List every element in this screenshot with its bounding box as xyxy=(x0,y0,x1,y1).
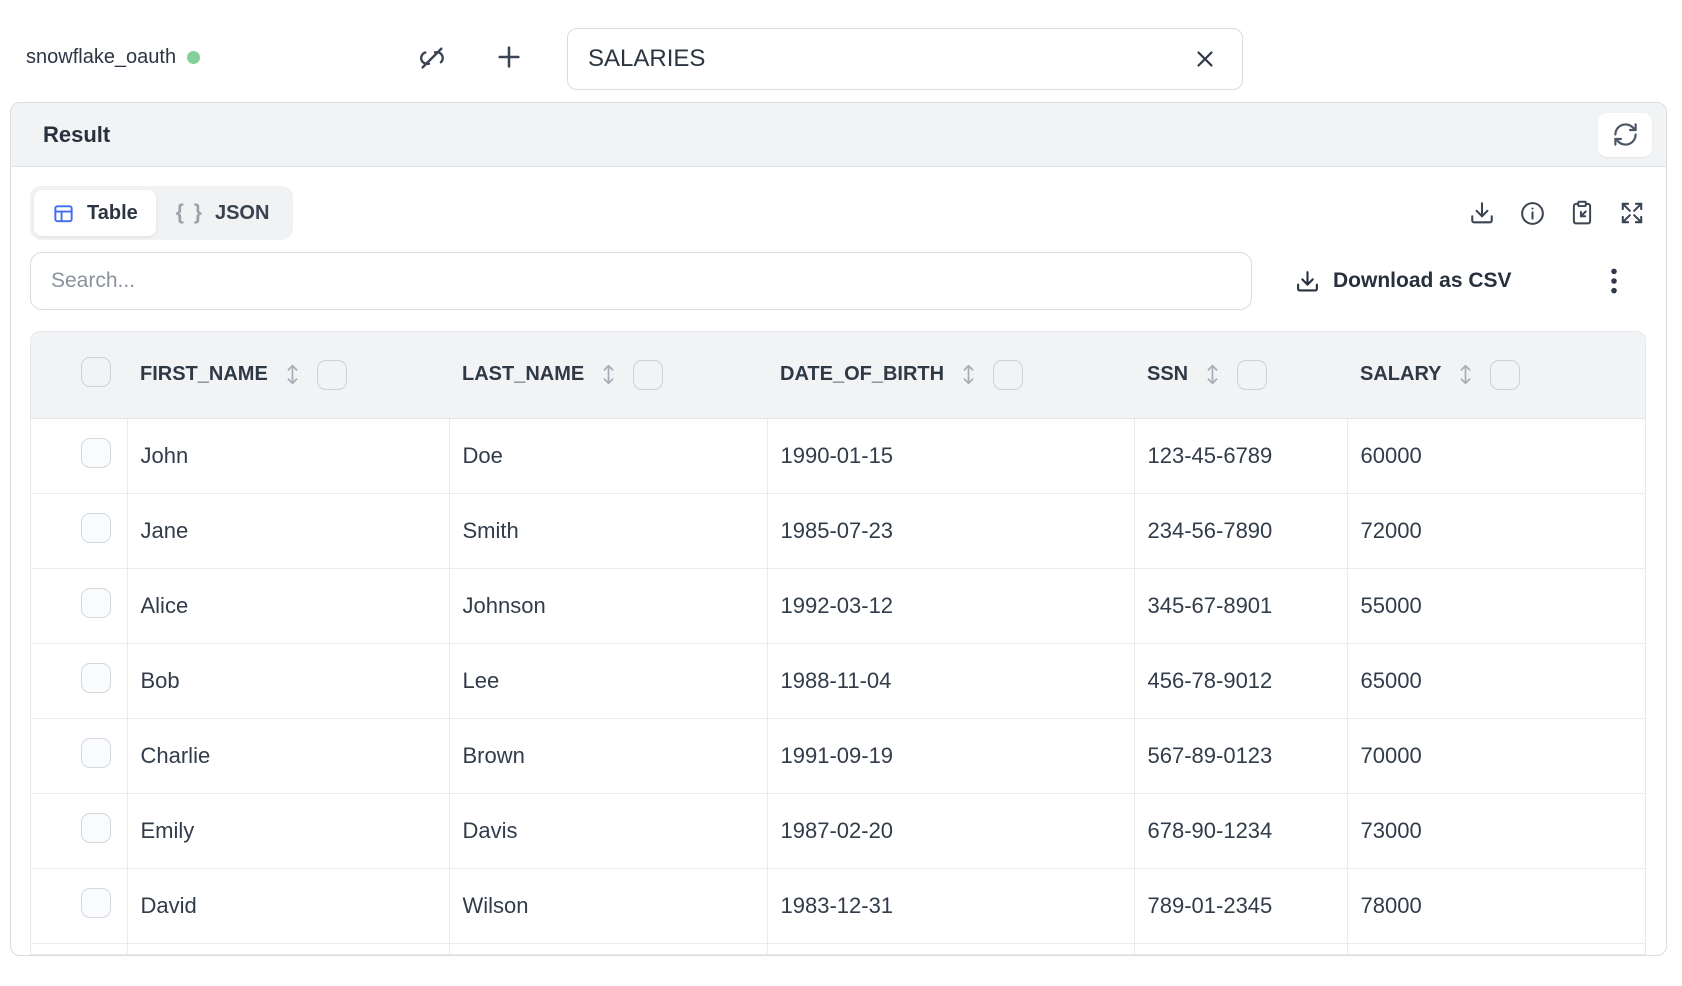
table-cell: Davis xyxy=(449,793,768,869)
table-cell: 70000 xyxy=(1347,718,1645,794)
row-select-checkbox[interactable] xyxy=(81,812,111,843)
download-csv-label: Download as CSV xyxy=(1333,269,1512,292)
table-row-partial xyxy=(31,943,1645,954)
x-icon[interactable] xyxy=(1190,44,1220,74)
refresh-icon xyxy=(1613,123,1637,146)
tab-json[interactable]: { } JSON xyxy=(156,190,290,236)
table-cell: 1985-07-23 xyxy=(767,493,1135,569)
select-all-checkbox[interactable] xyxy=(81,357,111,388)
column-header-date-of-birth: DATE_OF_BIRTH xyxy=(767,332,1134,419)
table-cell: Lee xyxy=(449,643,768,719)
column-select-checkbox[interactable] xyxy=(1237,359,1268,390)
table-cell: Johnson xyxy=(449,568,768,644)
table-cell: Emily xyxy=(127,793,450,869)
sort-icon[interactable] xyxy=(961,363,976,386)
table-row: John Doe 1990-01-15 123-45-6789 60000 xyxy=(31,418,1645,494)
table-cell: 567-89-0123 xyxy=(1134,718,1348,794)
column-header-salary: SALARY xyxy=(1347,332,1645,419)
table-cell: David xyxy=(127,868,450,944)
table-row: Alice Johnson 1992-03-12 345-67-8901 55000 xyxy=(31,568,1645,644)
table-cell: Alice xyxy=(127,568,450,644)
table-cell: Charlie xyxy=(127,718,450,794)
table-cell: 1983-12-31 xyxy=(767,868,1135,944)
sort-icon[interactable] xyxy=(285,363,300,386)
table-cell: Brown xyxy=(449,718,768,794)
table-cell: Wilson xyxy=(449,868,768,944)
panel-title: Result xyxy=(43,121,111,147)
table-cell: 1992-03-12 xyxy=(767,568,1135,644)
view-mode-tabs: Table { } JSON xyxy=(30,186,294,240)
row-select-checkbox[interactable] xyxy=(81,662,111,693)
row-select-checkbox[interactable] xyxy=(81,512,111,543)
info-icon[interactable] xyxy=(1518,199,1546,227)
results-table: FIRST_NAME LAST_NAME DATE_OF_BIRTH SSN xyxy=(31,332,1645,954)
column-select-checkbox[interactable] xyxy=(316,359,347,390)
row-select-checkbox[interactable] xyxy=(81,887,111,918)
table-row: Jane Smith 1985-07-23 234-56-7890 72000 xyxy=(31,493,1645,569)
tab-table-label: Table xyxy=(87,201,138,224)
table-grid-icon xyxy=(54,204,73,222)
row-select-checkbox[interactable] xyxy=(81,437,111,468)
column-select-checkbox[interactable] xyxy=(1490,359,1521,390)
table-cell: 72000 xyxy=(1347,493,1645,569)
connection-name: snowflake_oauth xyxy=(26,46,177,68)
status-dot-green xyxy=(187,51,201,64)
column-header-ssn: SSN xyxy=(1134,332,1347,419)
column-select-checkbox[interactable] xyxy=(993,359,1024,390)
row-select-checkbox[interactable] xyxy=(81,587,111,618)
search-input[interactable] xyxy=(30,252,1252,310)
table-row: David Wilson 1983-12-31 789-01-2345 78000 xyxy=(31,868,1645,944)
column-header-first-name: FIRST_NAME xyxy=(127,332,449,419)
table-cell: 65000 xyxy=(1347,643,1645,719)
sort-icon[interactable] xyxy=(1458,363,1473,386)
table-cell: Bob xyxy=(127,643,450,719)
table-cell: 78000 xyxy=(1347,868,1645,944)
plus-icon[interactable] xyxy=(490,38,528,76)
kebab-menu-icon[interactable] xyxy=(1600,265,1628,297)
table-cell: 1990-01-15 xyxy=(767,418,1135,494)
column-header-last-name: LAST_NAME xyxy=(449,332,767,419)
table-cell: Smith xyxy=(449,493,768,569)
table-row: Emily Davis 1987-02-20 678-90-1234 73000 xyxy=(31,793,1645,869)
table-row: Bob Lee 1988-11-04 456-78-9012 65000 xyxy=(31,643,1645,719)
table-select-value: SALARIES xyxy=(588,45,706,72)
result-panel-header: Result xyxy=(11,103,1666,167)
table-header-row: FIRST_NAME LAST_NAME DATE_OF_BIRTH SSN xyxy=(31,332,1645,419)
tab-table[interactable]: Table xyxy=(34,190,156,236)
table-row: Charlie Brown 1991-09-19 567-89-0123 70000 xyxy=(31,718,1645,794)
table-cell: Jane xyxy=(127,493,450,569)
table-cell: 73000 xyxy=(1347,793,1645,869)
table-cell: 1987-02-20 xyxy=(767,793,1135,869)
braces-icon: { } xyxy=(175,201,204,224)
table-cell: Doe xyxy=(449,418,768,494)
table-cell: 60000 xyxy=(1347,418,1645,494)
table-cell: John xyxy=(127,418,450,494)
refresh-button[interactable] xyxy=(1598,112,1652,157)
table-select-input[interactable]: SALARIES xyxy=(567,28,1243,90)
table-cell: 55000 xyxy=(1347,568,1645,644)
expand-icon[interactable] xyxy=(1618,199,1646,227)
table-cell: 678-90-1234 xyxy=(1134,793,1348,869)
results-table-container: FIRST_NAME LAST_NAME DATE_OF_BIRTH SSN xyxy=(30,331,1646,955)
table-cell: 1988-11-04 xyxy=(767,643,1135,719)
table-cell: 1991-09-19 xyxy=(767,718,1135,794)
result-panel: Result Table xyxy=(10,102,1667,956)
tab-json-label: JSON xyxy=(214,201,270,224)
connection-label[interactable]: snowflake_oauth xyxy=(26,46,201,69)
download-icon[interactable] xyxy=(1468,199,1496,227)
clipboard-paste-icon[interactable] xyxy=(1568,199,1596,227)
result-tool-icons xyxy=(1468,199,1646,227)
row-select-checkbox[interactable] xyxy=(81,737,111,768)
table-cell: 123-45-6789 xyxy=(1134,418,1348,494)
sort-icon[interactable] xyxy=(1205,363,1220,386)
sort-icon[interactable] xyxy=(601,363,616,386)
table-cell: 345-67-8901 xyxy=(1134,568,1348,644)
download-csv-button[interactable]: Download as CSV xyxy=(1295,269,1512,294)
table-cell: 456-78-9012 xyxy=(1134,643,1348,719)
table-cell: 789-01-2345 xyxy=(1134,868,1348,944)
link-off-icon[interactable] xyxy=(414,40,450,76)
download-icon xyxy=(1297,270,1318,291)
column-select-checkbox[interactable] xyxy=(633,359,664,390)
table-cell: 234-56-7890 xyxy=(1134,493,1348,569)
